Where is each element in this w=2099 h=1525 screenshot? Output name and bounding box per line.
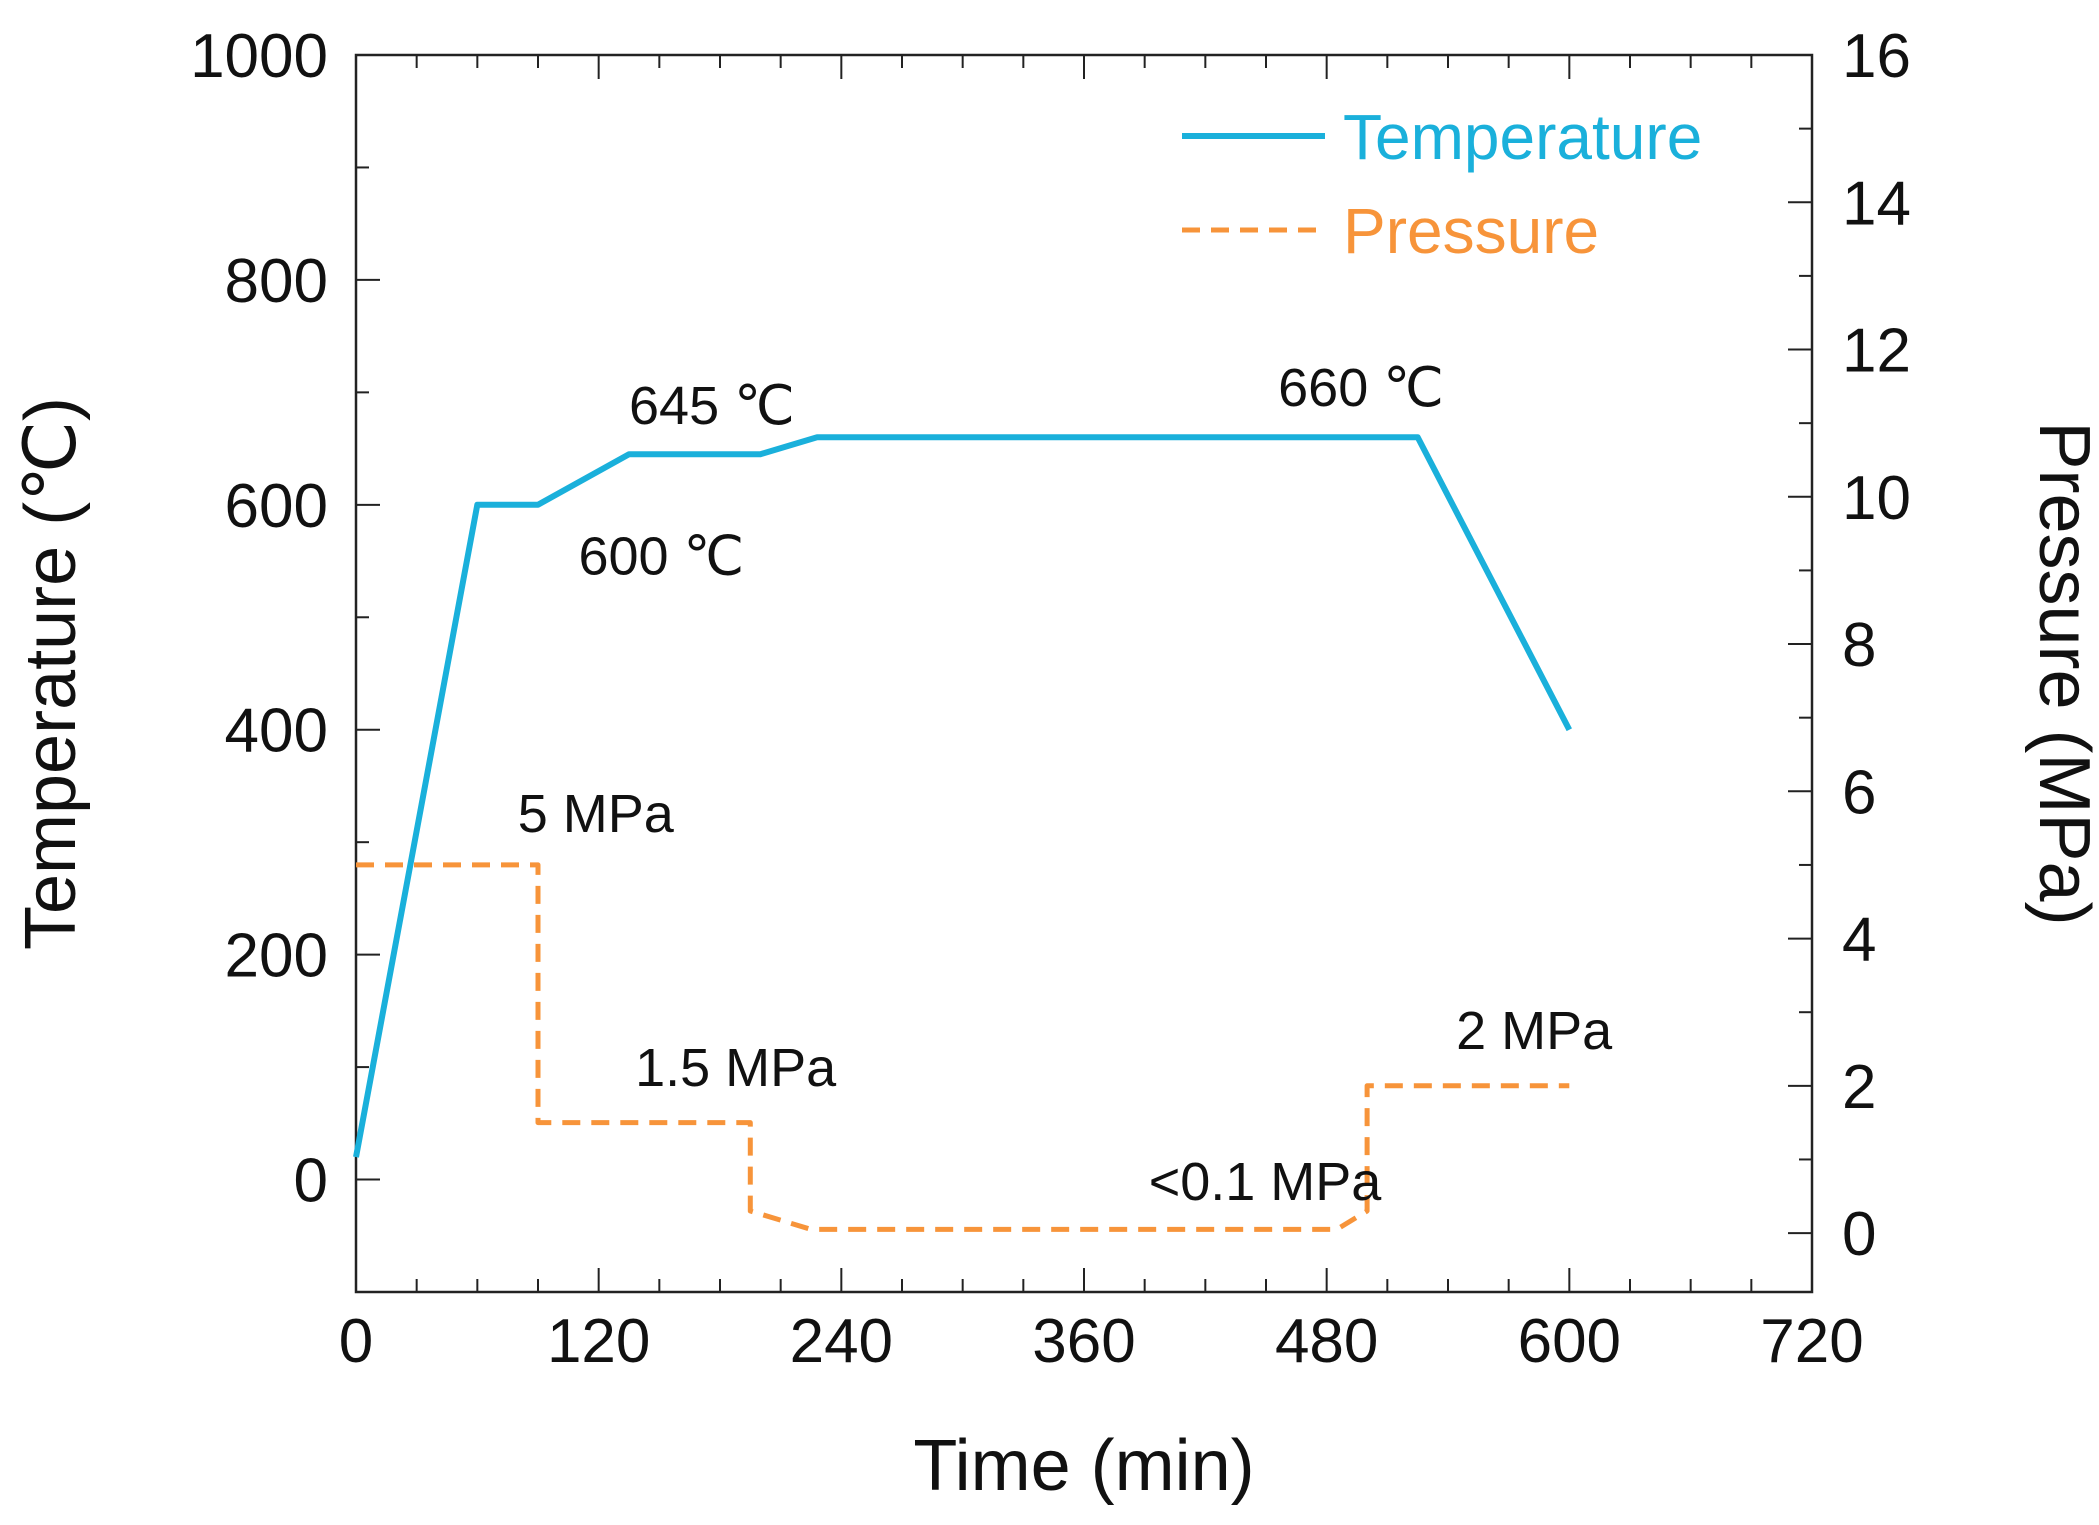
y-left-tick-label: 400: [225, 697, 328, 766]
annotation-label: 1.5 MPa: [635, 1038, 837, 1098]
annotation-label: 5 MPa: [518, 784, 675, 844]
y-left-tick-label: 800: [225, 247, 328, 316]
y-left-tick-label: 600: [225, 472, 328, 541]
series-line-pressure: [356, 862, 1570, 1232]
y-left-tick-label: 1000: [190, 22, 328, 91]
y-right-tick-label: 4: [1842, 906, 1876, 975]
y-right-tick-label: 10: [1842, 464, 1911, 533]
x-tick-label: 360: [1032, 1307, 1135, 1376]
x-tick-label: 0: [339, 1307, 373, 1376]
x-tick-label: 720: [1760, 1307, 1863, 1376]
x-tick-label: 120: [547, 1307, 650, 1376]
annotation-label: 2 MPa: [1456, 1001, 1613, 1061]
y-right-tick-label: 6: [1842, 758, 1876, 827]
y-left-tick-label: 200: [225, 922, 328, 991]
y-left-axis-title: Temperature (℃): [11, 397, 91, 950]
annotation-label: 645 ℃: [629, 376, 795, 436]
x-tick-label: 240: [790, 1307, 893, 1376]
legend-label-temperature: Temperature: [1343, 101, 1702, 173]
y-right-tick-label: 2: [1842, 1053, 1876, 1122]
y-right-tick-label: 16: [1842, 22, 1911, 91]
y-right-axis-title: Pressure (MPa): [2024, 421, 2099, 925]
y-right-tick-label: 12: [1842, 317, 1911, 386]
annotation-label: 660 ℃: [1278, 358, 1444, 418]
legend-label-pressure: Pressure: [1343, 195, 1599, 267]
series-line-temperature: [353, 434, 1572, 1158]
y-right-tick-label: 0: [1842, 1200, 1876, 1269]
y-right-tick-label: 14: [1842, 169, 1911, 238]
y-right-tick-label: 8: [1842, 611, 1876, 680]
annotation-label: 600 ℃: [578, 527, 744, 587]
x-tick-label: 480: [1275, 1307, 1378, 1376]
annotation-label: <0.1 MPa: [1149, 1152, 1383, 1212]
y-left-tick-label: 0: [294, 1147, 328, 1216]
x-tick-label: 600: [1518, 1307, 1621, 1376]
x-axis-title: Time (min): [913, 1426, 1254, 1506]
